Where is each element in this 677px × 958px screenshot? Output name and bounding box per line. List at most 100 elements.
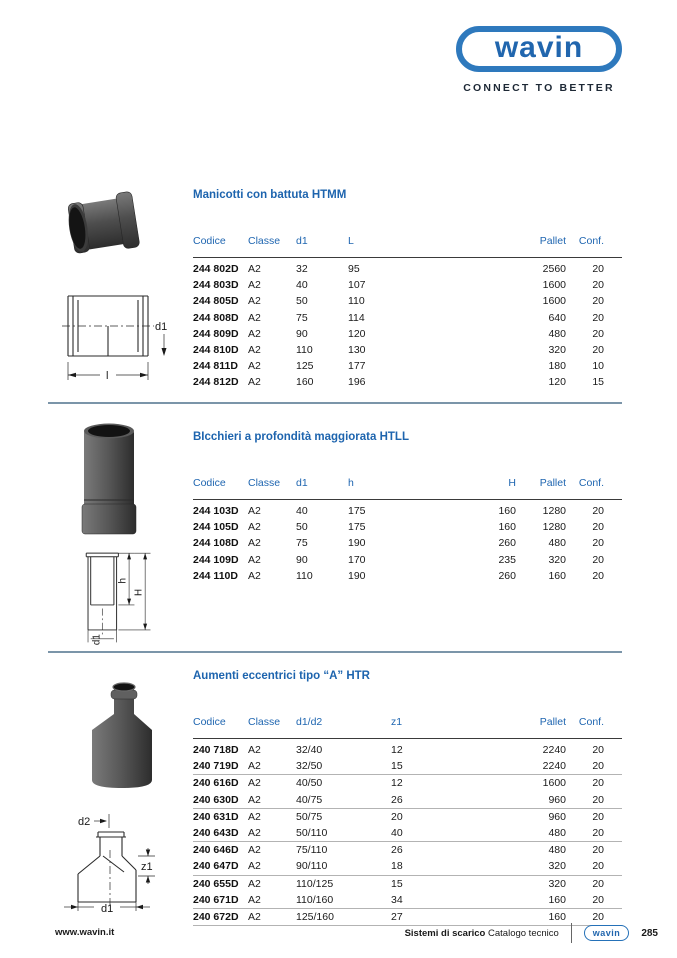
table-cell: 32 — [296, 263, 308, 276]
cell-codice: 240 646D — [193, 844, 239, 857]
table-row: 244 808D A2 75 114 640 20 — [193, 310, 622, 326]
table-cell: A2 — [248, 791, 296, 809]
table-cell: 34 — [391, 891, 508, 909]
col-header-conf: Conf. — [566, 477, 622, 500]
col-header-pallet: Pallet — [516, 477, 566, 500]
table-cell: 20 — [592, 744, 604, 757]
cell-codice: 240 631D — [193, 810, 239, 823]
table-cell: 260 — [498, 569, 516, 582]
table-cell: 20 — [592, 263, 604, 276]
cell-codice: 240 671D — [193, 891, 248, 909]
table-header-row: Codice Classe d1 h H Pallet Conf. — [193, 477, 622, 500]
table-row: 244 805D A2 50 110 1600 20 — [193, 293, 622, 309]
table-cell: 90 — [296, 327, 308, 340]
cell-codice: 240 719D — [193, 758, 248, 776]
table-cell: 50/75 — [296, 810, 323, 823]
table-cell: A2 — [248, 311, 261, 324]
table-cell: 40/50 — [296, 777, 323, 790]
table-cell: 32/50 — [296, 758, 391, 776]
table-cell: 125 — [296, 360, 314, 373]
table-cell: 320 — [508, 858, 566, 876]
col-header-classe: Classe — [248, 477, 296, 500]
table-cell: A2 — [248, 744, 261, 757]
table-cell: A2 — [248, 344, 261, 357]
table-cell: 130 — [348, 344, 366, 357]
table-cell: 1600 — [542, 295, 566, 308]
technical-drawing-coupling: d1 l — [62, 295, 167, 382]
table-cell: 75 — [296, 311, 308, 324]
cell-codice: 240 647D — [193, 858, 248, 876]
cell-codice: 244 103D — [193, 505, 239, 518]
table-row: 240 616D A2 40/50 12 1600 20 — [193, 775, 622, 792]
table-cell: 75 — [296, 537, 308, 550]
table-row: 244 103D A2 40 175 160 1280 20 — [193, 500, 622, 520]
table-cell: 12 — [391, 744, 403, 757]
table-cell: 40/75 — [296, 791, 391, 809]
table-cell: 107 — [348, 279, 366, 292]
section-divider — [48, 651, 622, 653]
cell-codice: 244 802D — [193, 263, 239, 276]
table-cell: A2 — [248, 505, 261, 518]
table-cell: 480 — [548, 537, 566, 550]
table-cell: 75/110 — [296, 844, 328, 857]
table-cell: 175 — [348, 521, 366, 534]
table-cell: 114 — [348, 311, 365, 324]
col-header-classe: Classe — [248, 716, 296, 739]
table-cell: 20 — [592, 279, 604, 292]
wavin-logo-text: wavin — [494, 31, 584, 64]
table-cell: 110/160 — [296, 891, 391, 909]
table-cell: 110 — [296, 344, 313, 357]
table-cell: A2 — [248, 824, 296, 843]
table-cell: 20 — [566, 791, 622, 809]
table-cell: 50 — [296, 521, 308, 534]
table-cell: 20 — [592, 569, 604, 582]
col-header-d1: d1 — [296, 235, 348, 258]
table-cell: 196 — [348, 376, 366, 389]
table-cell: A2 — [248, 521, 261, 534]
table-cell: 125/160 — [296, 908, 391, 927]
col-header-d1d2: d1/d2 — [296, 716, 391, 739]
table-cell: 190 — [348, 537, 366, 550]
cell-codice: 244 812D — [193, 376, 239, 389]
table-cell: 15 — [592, 376, 604, 389]
col-header-d1: d1 — [296, 477, 348, 500]
products-table-htll: Codice Classe d1 h H Pallet Conf. 244 10… — [193, 477, 622, 584]
footer-doc-title-bold: Sistemi di scarico — [404, 927, 486, 939]
table-cell: 480 — [548, 844, 566, 857]
table-cell: 27 — [391, 908, 508, 927]
brand-header: wavin CONNECT TO BETTER — [456, 26, 622, 94]
table-row: 240 719D A2 32/50 15 2240 20 — [193, 758, 622, 776]
table-row: 240 671D A2 110/160 34 160 20 — [193, 891, 622, 909]
table-cell: 40 — [296, 279, 308, 292]
product-photo-eccentric-reducer — [92, 682, 152, 788]
table-cell: 320 — [548, 553, 566, 566]
table-cell: 20 — [391, 810, 403, 823]
table-row: 244 110D A2 110 190 260 160 20 — [193, 568, 622, 584]
table-cell: 20 — [592, 877, 604, 890]
table-cell: A2 — [248, 891, 296, 909]
table-cell: 160 — [498, 521, 516, 534]
table-cell: 190 — [348, 569, 366, 582]
products-table-htr: Codice Classe d1/d2 z1 Pallet Conf. 240 … — [193, 716, 622, 927]
table-row: 244 803D A2 40 107 1600 20 — [193, 277, 622, 293]
col-header-h: h — [348, 477, 460, 500]
table-cell: 18 — [391, 858, 508, 876]
table-cell: A2 — [248, 908, 296, 927]
col-header-codice: Codice — [193, 477, 248, 500]
table-cell: A2 — [248, 376, 261, 389]
cell-codice: 244 810D — [193, 344, 239, 357]
table-cell: 1600 — [542, 279, 566, 292]
table-cell: A2 — [248, 360, 261, 373]
table-cell: 20 — [592, 344, 604, 357]
footer-website-link[interactable]: www.wavin.it — [55, 927, 115, 938]
table-cell: 90 — [296, 553, 308, 566]
table-cell: 2240 — [508, 758, 566, 776]
table-cell: A2 — [248, 327, 261, 340]
dim-label-d1: d1 — [155, 321, 167, 333]
cell-codice: 240 643D — [193, 824, 248, 843]
table-cell: 50 — [296, 295, 308, 308]
table-cell: 20 — [592, 521, 604, 534]
table-cell: 1280 — [542, 521, 566, 534]
table-cell: 20 — [592, 537, 604, 550]
section-divider — [48, 402, 622, 404]
